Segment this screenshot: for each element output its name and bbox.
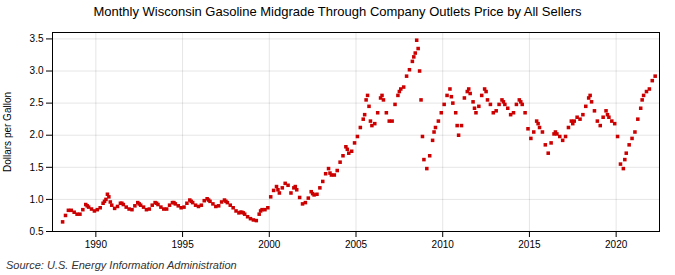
svg-text:3.0: 3.0 <box>30 65 44 76</box>
svg-text:1.0: 1.0 <box>30 194 44 205</box>
svg-text:1990: 1990 <box>85 239 108 250</box>
svg-text:3.5: 3.5 <box>30 33 44 44</box>
svg-text:1.5: 1.5 <box>30 162 44 173</box>
svg-text:2000: 2000 <box>258 239 281 250</box>
svg-text:2.0: 2.0 <box>30 129 44 140</box>
html-text:Source: U.S. Energy Informatio: Source: U.S. Energy Information Administ… <box>6 259 237 271</box>
svg-text:0.5: 0.5 <box>30 226 44 237</box>
svg-text:2005: 2005 <box>345 239 368 250</box>
svg-text:2.5: 2.5 <box>30 97 44 108</box>
svg-text:2010: 2010 <box>432 239 455 250</box>
svg-text:2020: 2020 <box>605 239 628 250</box>
svg-text:Dollars per Gallon: Dollars per Gallon <box>2 92 13 172</box>
svg-text:1995: 1995 <box>171 239 194 250</box>
html-text:Monthly Wisconsin Gasoline Mid: Monthly Wisconsin Gasoline Midgrade Thro… <box>93 4 582 19</box>
svg-text:2015: 2015 <box>518 239 541 250</box>
